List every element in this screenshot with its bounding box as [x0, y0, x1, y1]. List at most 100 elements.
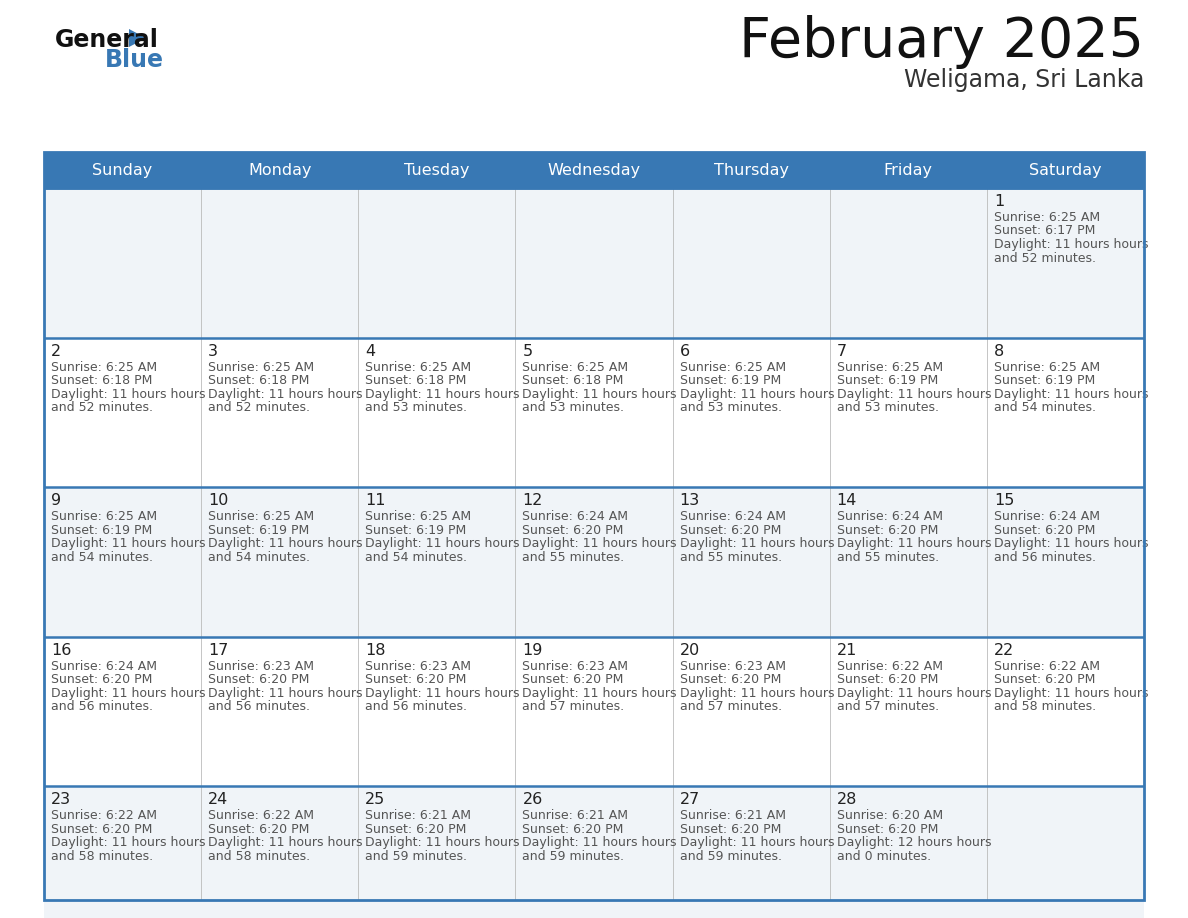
Text: Sunrise: 6:23 AM: Sunrise: 6:23 AM [523, 660, 628, 673]
Text: Daylight: 11 hours hours: Daylight: 11 hours hours [994, 687, 1149, 700]
Text: and 53 minutes.: and 53 minutes. [365, 401, 467, 414]
Bar [987, 188, 1144, 338]
Text: Daylight: 11 hours hours: Daylight: 11 hours hours [51, 836, 206, 849]
Text: Sunrise: 6:24 AM: Sunrise: 6:24 AM [523, 510, 628, 523]
Text: 24: 24 [208, 792, 228, 808]
Text: Blue: Blue [105, 48, 164, 72]
Bar [672, 188, 829, 338]
Bar [44, 152, 1144, 188]
Text: and 53 minutes.: and 53 minutes. [680, 401, 782, 414]
Text: 9: 9 [51, 493, 61, 509]
Bar [44, 188, 201, 338]
Bar [987, 637, 1144, 787]
Text: Sunrise: 6:23 AM: Sunrise: 6:23 AM [680, 660, 785, 673]
Text: Sunset: 6:20 PM: Sunset: 6:20 PM [994, 673, 1095, 687]
Text: 5: 5 [523, 343, 532, 359]
Text: Monday: Monday [248, 162, 311, 177]
Text: Sunrise: 6:23 AM: Sunrise: 6:23 AM [208, 660, 314, 673]
Polygon shape [129, 29, 146, 47]
Text: Sunrise: 6:23 AM: Sunrise: 6:23 AM [365, 660, 472, 673]
Bar [201, 487, 359, 637]
Text: Sunset: 6:18 PM: Sunset: 6:18 PM [365, 375, 467, 387]
Text: and 59 minutes.: and 59 minutes. [680, 850, 782, 863]
Text: Sunset: 6:17 PM: Sunset: 6:17 PM [994, 225, 1095, 238]
Text: 14: 14 [836, 493, 857, 509]
Text: and 54 minutes.: and 54 minutes. [994, 401, 1095, 414]
Bar [201, 787, 359, 918]
Bar [201, 188, 359, 338]
Text: 17: 17 [208, 643, 228, 658]
Text: Daylight: 11 hours hours: Daylight: 11 hours hours [208, 836, 362, 849]
Bar [359, 637, 516, 787]
Bar [359, 338, 516, 487]
Text: and 55 minutes.: and 55 minutes. [680, 551, 782, 564]
Bar [44, 152, 1144, 900]
Text: Daylight: 11 hours hours: Daylight: 11 hours hours [523, 836, 677, 849]
Bar [672, 487, 829, 637]
Text: Sunset: 6:20 PM: Sunset: 6:20 PM [51, 673, 152, 687]
Text: Sunset: 6:19 PM: Sunset: 6:19 PM [994, 375, 1095, 387]
Text: Sunrise: 6:24 AM: Sunrise: 6:24 AM [680, 510, 785, 523]
Text: and 52 minutes.: and 52 minutes. [208, 401, 310, 414]
Text: 6: 6 [680, 343, 690, 359]
Text: Daylight: 11 hours hours: Daylight: 11 hours hours [208, 537, 362, 550]
Bar [672, 637, 829, 787]
Text: Sunset: 6:18 PM: Sunset: 6:18 PM [51, 375, 152, 387]
Bar [829, 188, 987, 338]
Text: and 0 minutes.: and 0 minutes. [836, 850, 931, 863]
Text: Sunset: 6:19 PM: Sunset: 6:19 PM [836, 375, 939, 387]
Text: 11: 11 [365, 493, 386, 509]
Text: Daylight: 11 hours hours: Daylight: 11 hours hours [51, 687, 206, 700]
Text: 1: 1 [994, 194, 1004, 209]
Text: Sunrise: 6:25 AM: Sunrise: 6:25 AM [365, 510, 472, 523]
Text: Sunset: 6:18 PM: Sunset: 6:18 PM [208, 375, 310, 387]
Text: Daylight: 11 hours hours: Daylight: 11 hours hours [836, 537, 991, 550]
Bar [829, 487, 987, 637]
Bar [359, 787, 516, 918]
Text: and 58 minutes.: and 58 minutes. [994, 700, 1097, 713]
Bar [44, 787, 201, 918]
Text: Sunrise: 6:25 AM: Sunrise: 6:25 AM [208, 361, 315, 374]
Text: Daylight: 11 hours hours: Daylight: 11 hours hours [523, 387, 677, 400]
Text: Saturday: Saturday [1029, 162, 1101, 177]
Text: 26: 26 [523, 792, 543, 808]
Bar [201, 338, 359, 487]
Text: Daylight: 11 hours hours: Daylight: 11 hours hours [680, 836, 834, 849]
Bar [987, 338, 1144, 487]
Text: 23: 23 [51, 792, 71, 808]
Text: and 54 minutes.: and 54 minutes. [51, 551, 153, 564]
Text: February 2025: February 2025 [739, 15, 1144, 69]
Text: Sunrise: 6:24 AM: Sunrise: 6:24 AM [836, 510, 943, 523]
Bar [829, 787, 987, 918]
Text: 10: 10 [208, 493, 228, 509]
Text: Daylight: 11 hours hours: Daylight: 11 hours hours [836, 687, 991, 700]
Bar [672, 787, 829, 918]
Text: and 59 minutes.: and 59 minutes. [365, 850, 467, 863]
Text: and 58 minutes.: and 58 minutes. [51, 850, 153, 863]
Text: Daylight: 11 hours hours: Daylight: 11 hours hours [994, 387, 1149, 400]
Bar [672, 338, 829, 487]
Text: 15: 15 [994, 493, 1015, 509]
Bar [829, 338, 987, 487]
Text: and 55 minutes.: and 55 minutes. [836, 551, 939, 564]
Text: Sunset: 6:20 PM: Sunset: 6:20 PM [523, 823, 624, 836]
Text: Daylight: 11 hours hours: Daylight: 11 hours hours [994, 238, 1149, 251]
Text: Daylight: 11 hours hours: Daylight: 11 hours hours [51, 537, 206, 550]
Text: Sunrise: 6:24 AM: Sunrise: 6:24 AM [994, 510, 1100, 523]
Bar [516, 637, 672, 787]
Text: 8: 8 [994, 343, 1004, 359]
Bar [359, 487, 516, 637]
Text: Thursday: Thursday [714, 162, 789, 177]
Text: 25: 25 [365, 792, 386, 808]
Text: Sunset: 6:18 PM: Sunset: 6:18 PM [523, 375, 624, 387]
Text: Friday: Friday [884, 162, 933, 177]
Bar [44, 487, 201, 637]
Text: Sunrise: 6:24 AM: Sunrise: 6:24 AM [51, 660, 157, 673]
Text: and 53 minutes.: and 53 minutes. [836, 401, 939, 414]
Text: and 56 minutes.: and 56 minutes. [994, 551, 1095, 564]
Text: Sunset: 6:20 PM: Sunset: 6:20 PM [365, 673, 467, 687]
Text: Sunset: 6:19 PM: Sunset: 6:19 PM [680, 375, 781, 387]
Text: Sunrise: 6:21 AM: Sunrise: 6:21 AM [523, 810, 628, 823]
Bar [829, 637, 987, 787]
Text: Sunrise: 6:25 AM: Sunrise: 6:25 AM [836, 361, 943, 374]
